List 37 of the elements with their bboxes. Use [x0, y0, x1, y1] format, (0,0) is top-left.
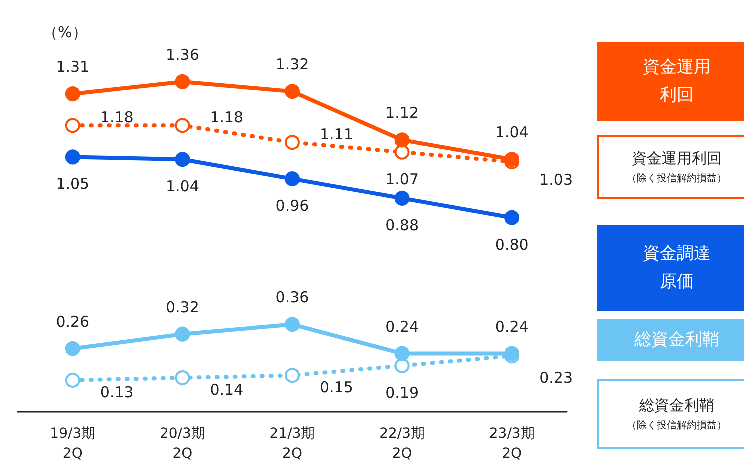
x-tick-label: 21/3期 2Q: [270, 426, 316, 462]
data-label: 1.18: [210, 108, 244, 127]
data-label: 1.11: [320, 126, 354, 144]
data-label: 0.88: [386, 216, 420, 234]
text: 資金調達原価: [643, 244, 711, 292]
data-label: 0.26: [56, 312, 90, 331]
data-label: 0.80: [495, 236, 529, 254]
data-label: 1.04: [166, 178, 200, 196]
text: 総資金利鞘（除く投信解約損益）: [627, 398, 727, 432]
data-label: 0.24: [495, 318, 529, 336]
data-label: 0.32: [166, 298, 200, 316]
data-label: 1.18: [100, 108, 134, 127]
data-label: 1.05: [56, 175, 90, 194]
data-label: 0.23: [540, 369, 574, 388]
data-label: 0.14: [210, 381, 244, 400]
text: （除く投信解約損益）: [627, 174, 727, 184]
data-label: 1.03: [540, 171, 574, 190]
x-tick-label: 20/3期 2Q: [160, 426, 206, 462]
data-label: 0.15: [320, 378, 354, 397]
data-label: 0.36: [276, 288, 310, 307]
x-tick-label: 22/3期 2Q: [380, 426, 426, 462]
data-label: 0.13: [100, 383, 134, 402]
text: 資金運用利回: [643, 58, 711, 106]
data-label: 1.04: [495, 124, 529, 142]
text: 総資金利鞘: [634, 330, 720, 350]
text: 資金運用利回: [632, 150, 722, 168]
data-label: 1.12: [386, 104, 420, 122]
y-axis-title: （%）: [43, 24, 88, 42]
data-label: 0.24: [386, 318, 420, 336]
x-tick-label: 19/3期 2Q: [50, 426, 96, 462]
data-label: 0.19: [386, 384, 420, 402]
x-tick-label: 23/3期 2Q: [489, 426, 535, 462]
data-label: 1.07: [386, 170, 420, 188]
data-label: 1.32: [276, 56, 310, 74]
data-label: 1.31: [56, 58, 90, 76]
data-label: 0.96: [276, 197, 310, 216]
data-label: 1.36: [166, 46, 200, 64]
